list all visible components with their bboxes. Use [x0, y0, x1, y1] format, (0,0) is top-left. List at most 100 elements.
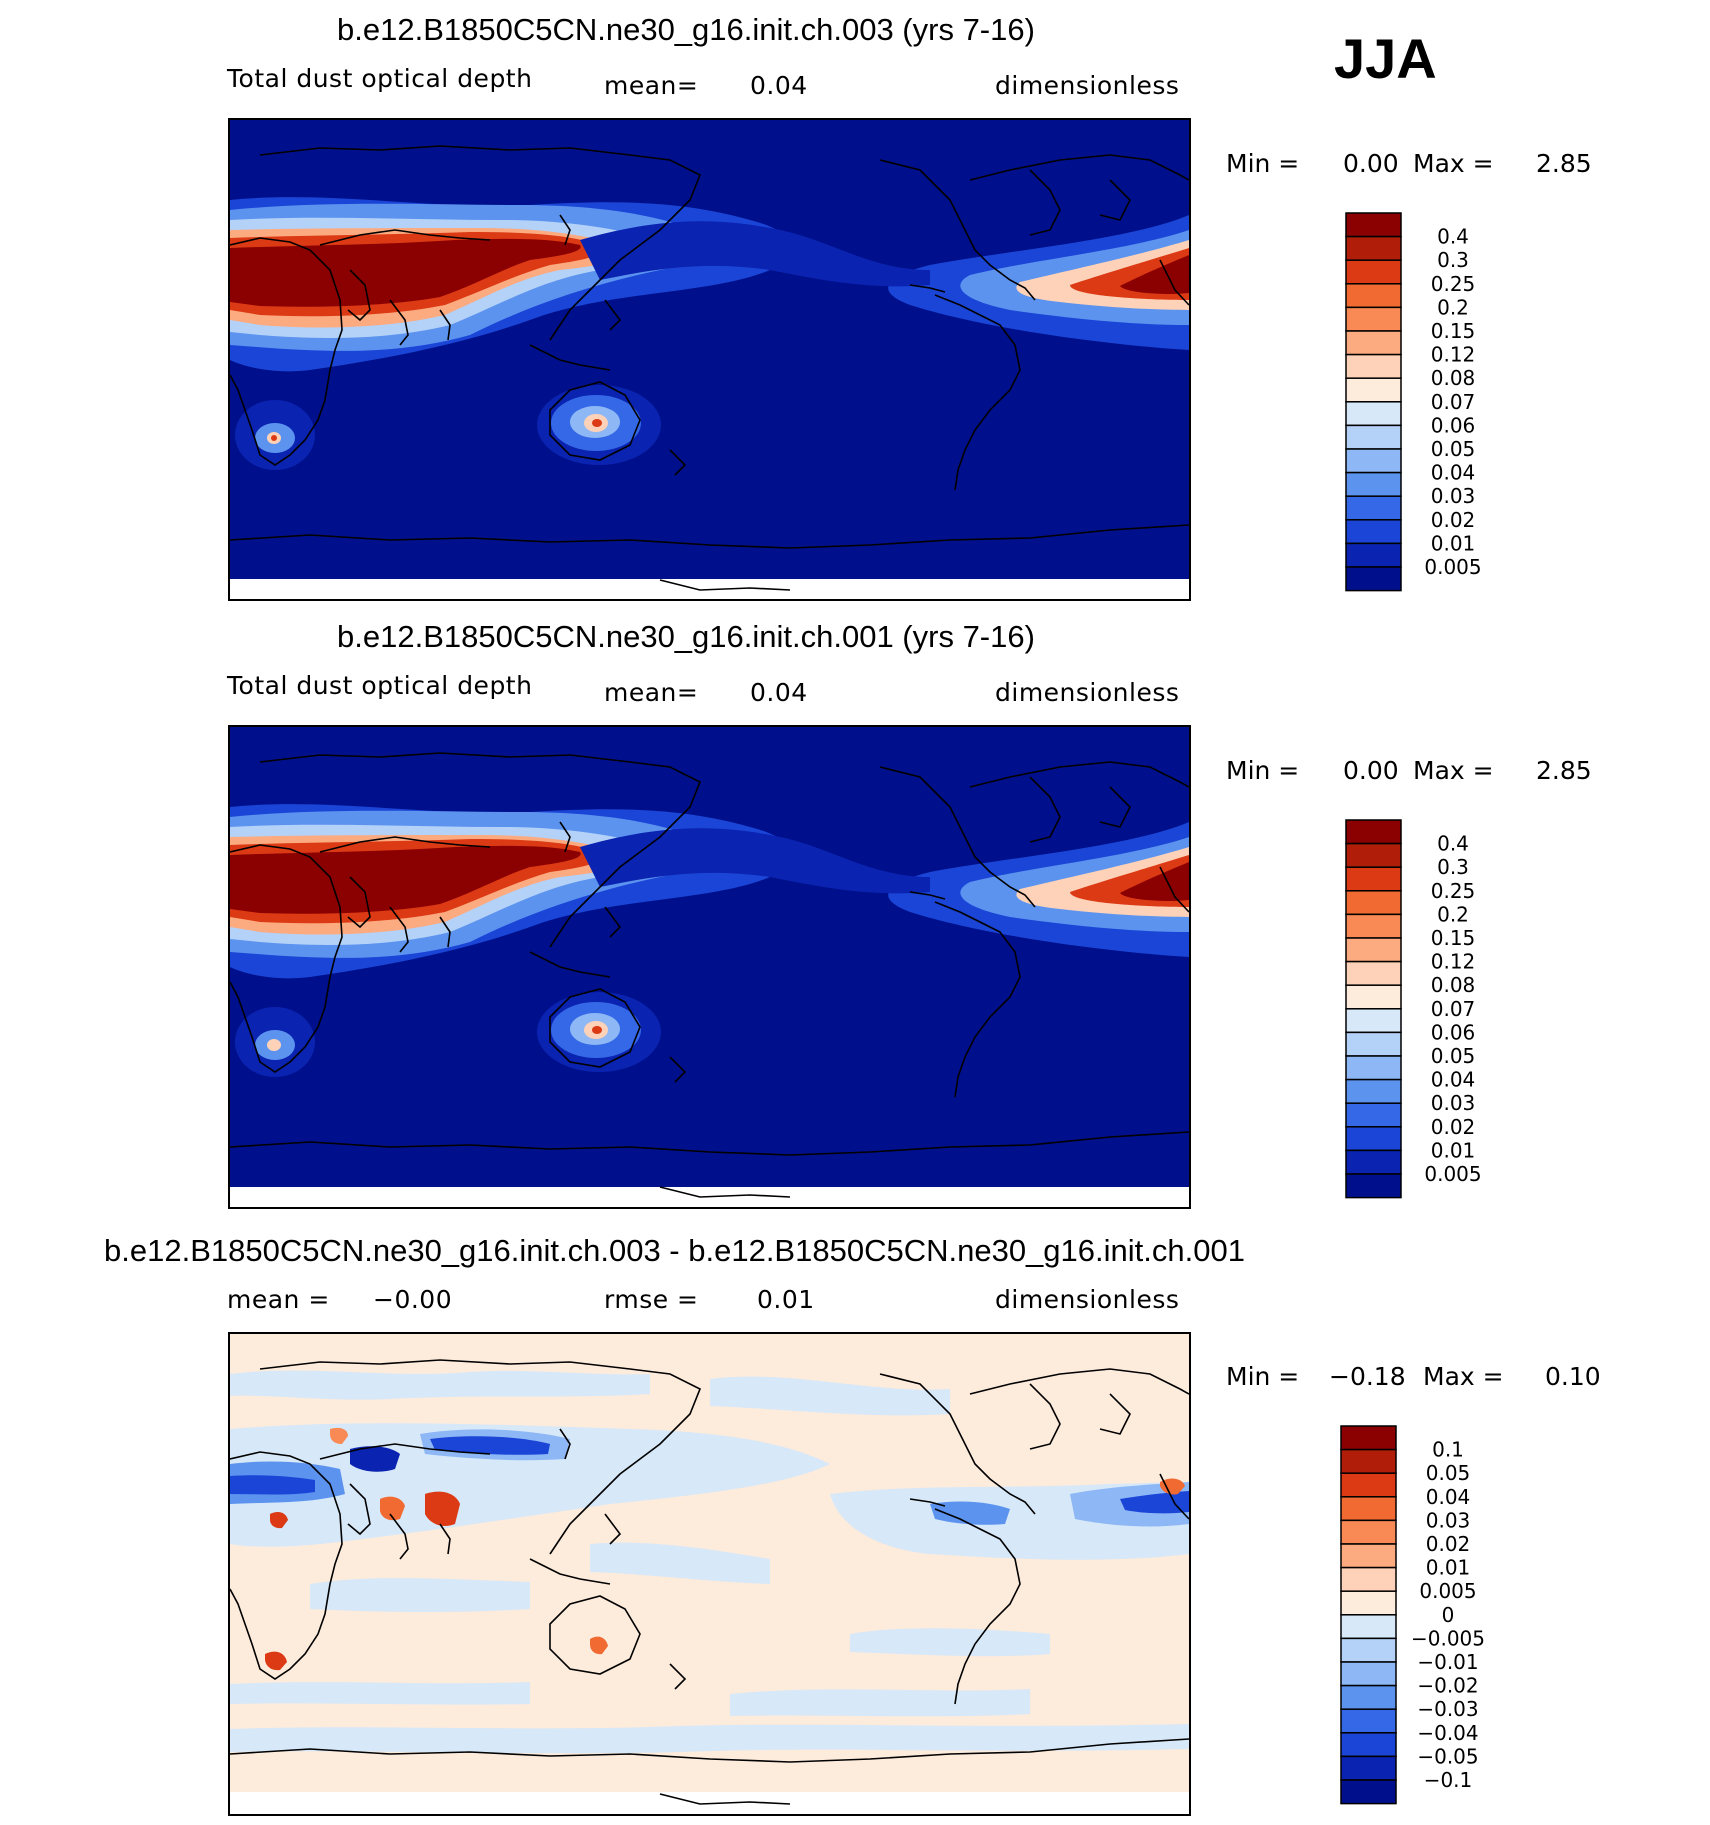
colorbar-level-label: 0.01	[1426, 1556, 1471, 1580]
panel2-mean-label: mean=	[604, 678, 699, 707]
colorbar-swatch	[1345, 259, 1402, 285]
colorbar-level-label: 0.02	[1431, 1115, 1476, 1139]
colorbar-level-label: 0.06	[1431, 413, 1476, 437]
colorbar-level-label: 0.2	[1437, 902, 1469, 926]
panel1-mean-label: mean=	[604, 71, 699, 100]
colorbar-swatch	[1345, 424, 1402, 450]
colorbar-level-label: 0.005	[1419, 1579, 1476, 1603]
panel1-map	[228, 118, 1191, 601]
panel3-title: b.e12.B1850C5CN.ne30_g16.init.ch.003 - b…	[104, 1233, 1245, 1268]
panel3-rmse-label: rmse =	[604, 1285, 699, 1314]
colorbar-swatch	[1345, 566, 1402, 592]
panel3-map	[228, 1332, 1191, 1816]
panel3-rmse-value: 0.01	[757, 1285, 815, 1314]
colorbar-svg: 0.40.30.250.20.150.120.080.070.060.050.0…	[1345, 819, 1482, 1199]
panel1-title: b.e12.B1850C5CN.ne30_g16.init.ch.003 (yr…	[337, 12, 1035, 47]
colorbar-swatch	[1345, 1173, 1402, 1199]
panel2-colorbar: 0.4 0.3 0.25 0.2 0.15 0.12 0.08 0.07 0.06 0.05 0.0…	[1345, 819, 1505, 1201]
colorbar-swatch	[1345, 890, 1402, 916]
panel3-mean-value: −0.00	[373, 1285, 453, 1314]
colorbar-swatch	[1345, 1008, 1402, 1034]
colorbar-level-label: 0.07	[1431, 997, 1476, 1021]
colorbar-swatch	[1345, 1078, 1402, 1104]
colorbar-level-label: 0.2	[1437, 295, 1469, 319]
colorbar-swatch	[1340, 1708, 1397, 1734]
panel1-max-label: Max =	[1413, 149, 1494, 178]
colorbar-level-label: 0.03	[1426, 1508, 1471, 1532]
colorbar-swatch	[1345, 1149, 1402, 1175]
colorbar-swatch	[1345, 866, 1402, 892]
colorbar-swatch	[1340, 1425, 1397, 1451]
panel2-map	[228, 725, 1191, 1209]
colorbar-swatch	[1340, 1614, 1397, 1640]
panel2-title: b.e12.B1850C5CN.ne30_g16.init.ch.001 (yr…	[337, 619, 1035, 654]
colorbar-level-label: 0.08	[1431, 366, 1476, 390]
colorbar-level-label: 0.05	[1426, 1461, 1471, 1485]
colorbar-swatch	[1340, 1448, 1397, 1474]
colorbar-level-label: 0.03	[1431, 484, 1476, 508]
panel2-min-label: Min =	[1226, 756, 1300, 785]
panel2-max-label: Max =	[1413, 756, 1494, 785]
panel1-variable: Total dust optical depth	[227, 64, 533, 93]
colorbar-level-label: 0.12	[1431, 950, 1476, 974]
colorbar-svg: 0.40.30.250.20.150.120.080.070.060.050.0…	[1345, 212, 1482, 592]
colorbar-level-label: 0.15	[1431, 319, 1476, 343]
colorbar-swatch	[1340, 1732, 1397, 1758]
panel1-min-label: Min =	[1226, 149, 1300, 178]
colorbar-level-label: 0.25	[1431, 272, 1476, 296]
colorbar-level-label: 0.01	[1431, 1138, 1476, 1162]
panel2-min-value: 0.00	[1343, 756, 1399, 785]
colorbar-level-label: 0.005	[1424, 1162, 1481, 1186]
colorbar-level-label: −0.005	[1411, 1626, 1485, 1650]
colorbar-level-label: 0.02	[1426, 1532, 1471, 1556]
colorbar-level-label: 0.25	[1431, 879, 1476, 903]
colorbar-swatch	[1345, 519, 1402, 545]
colorbar-swatch	[1345, 330, 1402, 356]
colorbar-level-label: 0.4	[1437, 225, 1469, 249]
panel2-dust-field	[230, 727, 1189, 1207]
panel2-coastlines	[230, 752, 1189, 1198]
colorbar-swatch	[1345, 235, 1402, 261]
panel1-units: dimensionless	[995, 71, 1180, 100]
colorbar-swatch	[1340, 1661, 1397, 1687]
panel2-variable: Total dust optical depth	[227, 671, 533, 700]
colorbar-level-label: 0.05	[1431, 1044, 1476, 1068]
panel2-units: dimensionless	[995, 678, 1180, 707]
colorbar-swatch	[1345, 495, 1402, 521]
colorbar-swatch	[1340, 1755, 1397, 1781]
colorbar-level-label: 0.04	[1431, 1068, 1476, 1092]
panel3-difference-field	[230, 1334, 1189, 1814]
panel1-mean-value: 0.04	[750, 71, 808, 100]
panel1-colorbar: 0.4 0.3 0.25 0.2 0.15 0.12 0.08 0.07 0.06 0.05 0.0…	[1345, 212, 1505, 594]
season-label: JJA	[1334, 27, 1437, 90]
colorbar-level-label: 0.005	[1424, 555, 1481, 579]
colorbar-swatch	[1340, 1566, 1397, 1592]
colorbar-swatch	[1340, 1637, 1397, 1663]
colorbar-level-label: −0.01	[1417, 1650, 1478, 1674]
colorbar-level-label: 0.06	[1431, 1020, 1476, 1044]
colorbar-swatch	[1345, 401, 1402, 427]
colorbar-swatch	[1345, 960, 1402, 986]
colorbar-swatch	[1345, 842, 1402, 868]
colorbar-swatch	[1345, 471, 1402, 497]
colorbar-level-label: 0.04	[1426, 1485, 1471, 1509]
panel3-colorbar: 0.1 0.05 0.04 0.03 0.02 0.01 0.005 0 −0.005 −0.01…	[1340, 1425, 1500, 1807]
colorbar-swatch	[1345, 819, 1402, 845]
colorbar-level-label: 0.4	[1437, 832, 1469, 856]
panel2-max-value: 2.85	[1536, 756, 1592, 785]
colorbar-swatch	[1340, 1684, 1397, 1710]
colorbar-swatch	[1345, 913, 1402, 939]
colorbar-level-label: −0.02	[1417, 1674, 1478, 1698]
colorbar-swatch	[1345, 212, 1402, 238]
colorbar-swatch	[1345, 984, 1402, 1010]
colorbar-level-label: 0.3	[1437, 248, 1469, 272]
colorbar-level-label: 0.08	[1431, 973, 1476, 997]
colorbar-level-label: 0.3	[1437, 855, 1469, 879]
colorbar-level-label: 0.15	[1431, 926, 1476, 950]
colorbar-swatch	[1340, 1590, 1397, 1616]
colorbar-level-label: 0.02	[1431, 508, 1476, 532]
colorbar-swatch	[1345, 306, 1402, 332]
colorbar-swatch	[1345, 1031, 1402, 1057]
colorbar-swatch	[1345, 1102, 1402, 1128]
colorbar-level-label: −0.05	[1417, 1744, 1478, 1768]
